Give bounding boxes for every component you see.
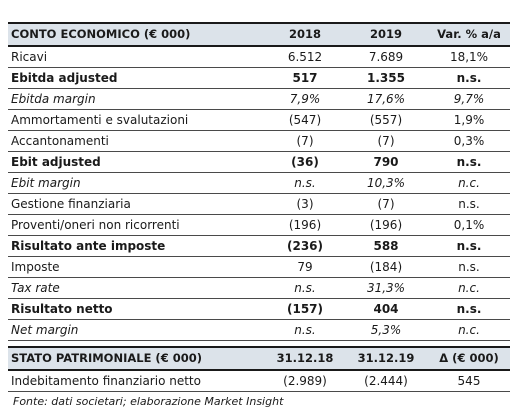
row-value-col2: (184)	[369, 260, 403, 274]
table-row: Ebit margin n.s. 10,3% n.c.	[8, 173, 510, 194]
row-value-col3: n.c.	[458, 323, 480, 337]
table-row: Gestione finanziaria (3) (7) n.s.	[8, 194, 510, 215]
header-label: CONTO ECONOMICO (€ 000)	[11, 27, 191, 41]
row-value-col2: (7)	[377, 134, 395, 148]
row-value-col1: 517	[292, 71, 318, 85]
row-value-col3: 545	[457, 374, 481, 388]
row-label: Indebitamento finanziario netto	[11, 374, 201, 388]
row-value-col2: 7.689	[368, 50, 404, 64]
row-value-col2: 1.355	[367, 71, 405, 85]
table-row: Imposte 79 (184) n.s.	[8, 257, 510, 278]
row-value-col3: 0,3%	[453, 134, 485, 148]
header-date-2019: 31.12.19	[357, 351, 415, 365]
table-row: Accantonamenti (7) (7) 0,3%	[8, 131, 510, 152]
table-row: Ammortamenti e svalutazioni (547) (557) 1,9…	[8, 110, 510, 131]
table-row: Risultato netto (157) 404 n.s.	[8, 299, 510, 320]
row-value-col1: 79	[297, 260, 313, 274]
row-value-col3: n.s.	[456, 302, 482, 316]
row-value-col3: n.s.	[456, 71, 482, 85]
row-value-col1: n.s.	[294, 323, 316, 337]
table-row: Proventi/oneri non ricorrenti (196) (196) 0…	[8, 215, 510, 236]
row-value-col1: n.s.	[294, 176, 316, 190]
row-label: Proventi/oneri non ricorrenti	[11, 218, 180, 232]
row-value-col3: 18,1%	[449, 50, 489, 64]
row-label: Risultato netto	[11, 302, 113, 316]
header-year-2018: 2018	[288, 27, 321, 41]
row-value-col3: n.s.	[456, 155, 482, 169]
row-value-col1: (547)	[288, 113, 322, 127]
row-value-col1: 6.512	[287, 50, 323, 64]
row-value-col2: 404	[373, 302, 399, 316]
header-change: Var. % a/a	[437, 27, 501, 41]
row-value-col1: n.s.	[294, 281, 316, 295]
table-row: Ebit adjusted (36) 790 n.s.	[8, 152, 510, 173]
row-value-col1: (2.989)	[283, 374, 327, 388]
row-label: Ammortamenti e svalutazioni	[11, 113, 189, 127]
income-statement-table: CONTO ECONOMICO (€ 000) 2018 2019 Var. %…	[8, 22, 510, 341]
source-note: Fonte: dati societari; elaborazione Mark…	[13, 395, 284, 408]
row-value-col2: (196)	[369, 218, 403, 232]
row-value-col1: (157)	[286, 302, 324, 316]
row-value-col2: (557)	[369, 113, 403, 127]
row-value-col2: 17,6%	[366, 92, 406, 106]
row-label: Accantonamenti	[11, 134, 109, 148]
table-row: Ricavi 6.512 7.689 18,1%	[8, 47, 510, 68]
row-value-col3: 9,7%	[453, 92, 485, 106]
row-value-col1: (36)	[291, 155, 319, 169]
row-value-col2: 790	[373, 155, 399, 169]
row-value-col1: (236)	[286, 239, 324, 253]
header-year-2019: 2019	[369, 27, 402, 41]
row-label: Tax rate	[11, 281, 60, 295]
row-label: Ebitda adjusted	[11, 71, 118, 85]
header-date-2018: 31.12.18	[276, 351, 334, 365]
row-value-col3: 1,9%	[453, 113, 485, 127]
row-value-col3: n.s.	[458, 197, 480, 211]
row-value-col3: n.c.	[458, 281, 480, 295]
row-label: Risultato ante imposte	[11, 239, 166, 253]
table-row: Ebitda adjusted 517 1.355 n.s.	[8, 68, 510, 89]
income-statement-header: CONTO ECONOMICO (€ 000) 2018 2019 Var. %…	[8, 22, 510, 47]
row-value-col3: n.s.	[458, 260, 480, 274]
table-row: Risultato ante imposte (236) 588 n.s.	[8, 236, 510, 257]
row-value-col1: 7,9%	[289, 92, 321, 106]
row-label: Ebitda margin	[11, 92, 96, 106]
row-label: Ricavi	[11, 50, 48, 64]
table-row: Net margin n.s. 5,3% n.c.	[8, 320, 510, 341]
balance-sheet-body: Indebitamento finanziario netto (2.989) (2…	[8, 371, 510, 392]
balance-sheet-table: STATO PATRIMONIALE (€ 000) 31.12.18 31.1…	[8, 346, 510, 392]
row-value-col3: n.c.	[458, 176, 480, 190]
row-value-col1: (3)	[296, 197, 314, 211]
row-value-col1: (196)	[288, 218, 322, 232]
row-label: Net margin	[11, 323, 79, 337]
row-value-col2: (7)	[377, 197, 395, 211]
row-value-col2: 31,3%	[366, 281, 406, 295]
row-value-col2: (2.444)	[364, 374, 408, 388]
table-row: Ebitda margin 7,9% 17,6% 9,7%	[8, 89, 510, 110]
row-label: Gestione finanziaria	[11, 197, 131, 211]
header-delta: Δ (€ 000)	[439, 351, 499, 365]
row-label: Ebit adjusted	[11, 155, 101, 169]
row-label: Ebit margin	[11, 176, 81, 190]
income-statement-body: Ricavi 6.512 7.689 18,1% Ebitda adjusted 517 1…	[8, 47, 510, 341]
row-value-col3: n.s.	[456, 239, 482, 253]
table-row: Indebitamento finanziario netto (2.989) (2…	[8, 371, 510, 392]
row-value-col2: 588	[373, 239, 399, 253]
row-value-col1: (7)	[296, 134, 314, 148]
header-label: STATO PATRIMONIALE (€ 000)	[11, 351, 202, 365]
row-label: Imposte	[11, 260, 60, 274]
row-value-col2: 10,3%	[366, 176, 406, 190]
balance-sheet-header: STATO PATRIMONIALE (€ 000) 31.12.18 31.1…	[8, 346, 510, 371]
row-value-col3: 0,1%	[453, 218, 485, 232]
table-row: Tax rate n.s. 31,3% n.c.	[8, 278, 510, 299]
row-value-col2: 5,3%	[370, 323, 402, 337]
